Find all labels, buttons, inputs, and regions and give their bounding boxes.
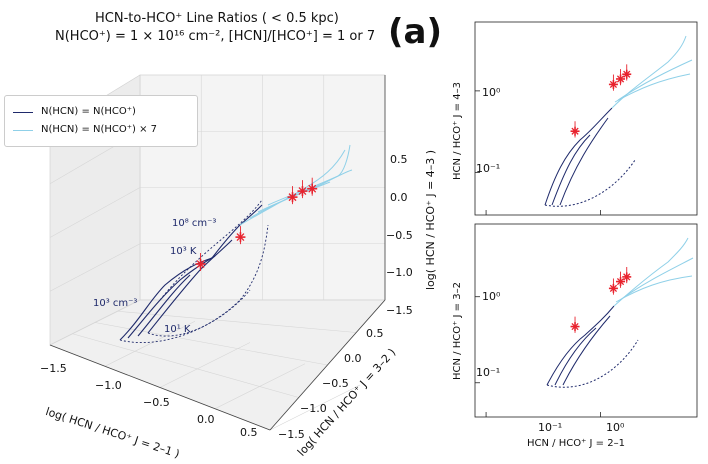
model-curves-dark-dotted xyxy=(119,199,269,344)
panel-c-x-tick: 10⁰ xyxy=(606,421,625,434)
panel-c-observations xyxy=(570,266,632,333)
y-tick-label: −1.5 xyxy=(278,428,305,441)
grid-line xyxy=(104,320,196,367)
observation-point xyxy=(616,69,626,86)
y-tick-label: 0.5 xyxy=(366,327,384,340)
z-tick-label: −1.0 xyxy=(386,266,413,279)
observation-point xyxy=(622,266,632,284)
legend: N(HCN) = N(HCO⁺) N(HCN) = N(HCO⁺) × 7 xyxy=(4,95,198,147)
annotation-temp-high: 10³ K xyxy=(170,246,197,257)
panel-c-y-tick: 10⁰ xyxy=(482,290,501,303)
legend-swatch-light xyxy=(13,130,33,131)
z-axis-label: log( HCN / HCO⁺ J = 4–3 ) xyxy=(424,149,437,290)
x-tick-label: 0.0 xyxy=(197,413,215,426)
observation-point xyxy=(608,74,618,91)
observation-point xyxy=(195,253,206,272)
chart-title-line1: HCN-to-HCO⁺ Line Ratios ( < 0.5 kpc) xyxy=(95,11,339,26)
x-tick-label: −1.0 xyxy=(95,379,122,392)
z-tick-label: 0.5 xyxy=(390,153,408,166)
panel-b-y-tick: 10⁻¹ xyxy=(476,162,501,175)
3d-axes xyxy=(49,75,386,431)
y-tick-label: −1.0 xyxy=(300,402,327,415)
model-curves-dark xyxy=(119,204,263,341)
panel-c-frame xyxy=(474,223,698,418)
3d-observations xyxy=(195,177,318,272)
observation-point xyxy=(287,186,298,205)
annotation-temp-low: 10¹ K xyxy=(164,324,191,335)
x-tick-label: −1.5 xyxy=(40,362,67,375)
grid-line xyxy=(94,322,328,366)
panel-label: (a) xyxy=(388,12,443,52)
grid-line xyxy=(49,243,141,292)
x-tick-label: 0.5 xyxy=(240,426,258,439)
grid-line xyxy=(117,310,357,333)
z-tick-label: −0.5 xyxy=(386,229,413,242)
grid-line xyxy=(159,342,251,388)
legend-label-light: N(HCN) = N(HCO⁺) × 7 xyxy=(41,124,158,135)
grid-line xyxy=(49,299,141,346)
panel-b-y-label: HCN / HCO⁺ J = 4–3 xyxy=(452,82,463,180)
panel-c-x-label: HCN / HCO⁺ J = 2–1 xyxy=(527,438,625,449)
legend-swatch-dark xyxy=(13,112,33,113)
z-tick-label: −1.5 xyxy=(386,304,413,317)
observation-point xyxy=(616,271,626,288)
observation-point xyxy=(570,316,580,333)
panel-b-frame xyxy=(474,21,698,216)
grid-line xyxy=(214,363,306,410)
x-tick-label: −0.5 xyxy=(143,396,170,409)
panel-b-y-tick: 10⁰ xyxy=(482,86,501,99)
y-tick-label: −0.5 xyxy=(322,377,349,390)
grid-line xyxy=(49,187,141,238)
panel-b-observations xyxy=(570,64,632,138)
annotation-density-high: 10⁸ cm⁻³ xyxy=(172,218,217,229)
chart-title-line2: N(HCO⁺) = 1 × 10¹⁶ cm⁻², [HCN]/[HCO⁺] = … xyxy=(55,29,376,44)
panel-c-curves xyxy=(546,237,694,388)
panel-c-y-label: HCN / HCO⁺ J = 3–2 xyxy=(452,282,463,380)
y-tick-label: 0.0 xyxy=(344,352,362,365)
observation-point xyxy=(570,121,580,138)
observation-point xyxy=(608,278,618,295)
observation-point xyxy=(307,177,318,196)
panel-c-y-tick: 10⁻¹ xyxy=(476,366,501,379)
observation-point xyxy=(235,226,246,245)
panel-c-x-tick: 10⁻¹ xyxy=(538,421,563,434)
observation-point xyxy=(297,180,308,199)
grid-line xyxy=(269,384,361,431)
legend-label-dark: N(HCN) = N(HCO⁺) xyxy=(41,106,136,117)
panel-b-curves xyxy=(544,35,693,207)
observation-point xyxy=(622,64,632,81)
z-tick-label: 0.0 xyxy=(390,191,408,204)
grid-line xyxy=(72,333,299,398)
annotation-density-low: 10³ cm⁻³ xyxy=(93,298,138,309)
